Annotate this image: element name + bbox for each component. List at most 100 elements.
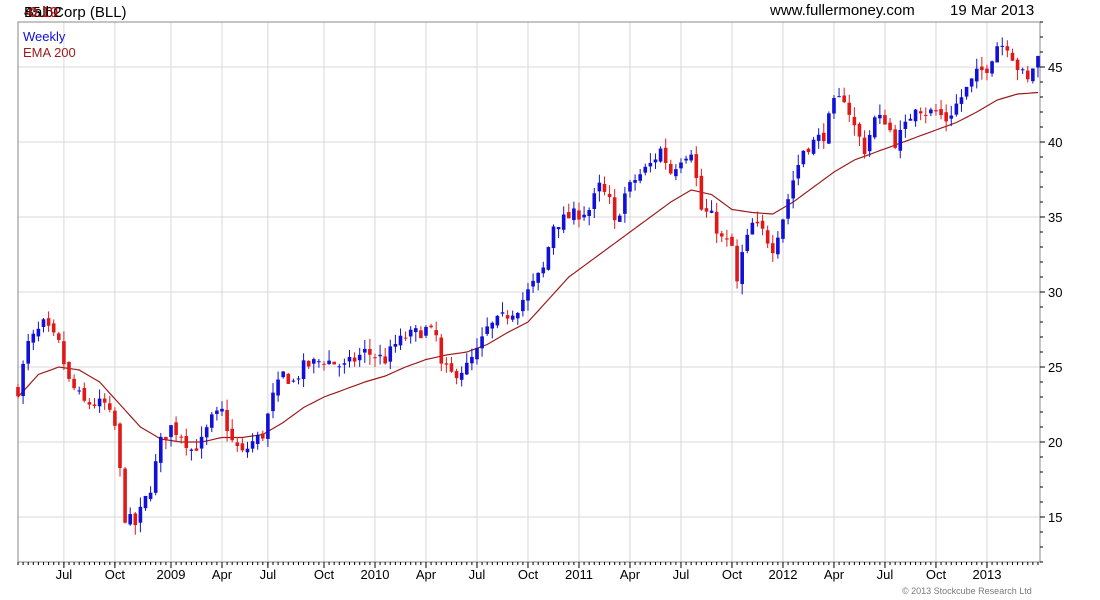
candle-body-down [454,371,459,379]
candle-body-down [439,337,444,364]
candle-body-up [500,312,505,314]
candle-body-up [954,103,959,115]
candle-body-up [908,118,913,121]
legend-entry: EMA 200 [23,45,76,60]
website-link[interactable]: www.fullermoney.com [770,2,915,19]
candle-body-up [628,182,632,192]
candle-body-up [464,362,469,375]
candle-body-up [949,115,954,119]
candle-body-down [429,325,433,328]
candle-body-up [546,247,551,270]
candle-body-up [521,299,525,312]
candle-body-down [760,220,765,229]
y-tick-label: 15 [1048,510,1062,525]
candle-body-down [113,410,117,426]
candle-body-up [1000,45,1005,47]
candle-body-up [867,134,872,152]
candle-body-up [597,182,602,192]
y-tick-label: 35 [1048,210,1062,225]
candle-body-up [138,506,143,523]
candle-body-down [373,357,377,359]
candle-body-up [551,226,556,249]
candle-body-up [357,354,362,361]
last-price: 45.62 [24,4,62,21]
candle-body-up [301,360,306,379]
y-tick-label: 30 [1048,285,1062,300]
candle-body-up [189,449,194,451]
candle-body-down [1005,46,1010,51]
candle-body-down [602,183,607,192]
candle-body-up [347,357,352,362]
candle-body-down [847,102,852,115]
candle-body-up [531,280,535,287]
candle-body-down [714,211,719,234]
candle-body-up [148,492,153,499]
candle-body-up [832,97,836,114]
candle-body-down [235,442,240,447]
candle-body-down [82,387,87,401]
candle-body-down [842,95,846,103]
candle-body-down [934,110,938,112]
candle-body-down [888,122,892,131]
candle-body-up [617,215,622,222]
candle-body-down [306,360,311,367]
candle-body-down [985,68,989,74]
candle-body-up [1036,56,1040,68]
candle-body-down [765,230,770,244]
candle-body-down [1010,52,1015,61]
candle-body-down [719,233,724,237]
candle-body-up [638,174,642,181]
candle-body-down [164,436,168,440]
candle-body-up [153,461,158,493]
candle-body-down [230,428,234,441]
candle-body-down [893,129,897,148]
candle-body-down [240,443,245,451]
candle-body-up [470,356,474,364]
candle-body-up [679,162,683,169]
candle-body-down [332,361,336,365]
candle-body-down [505,315,510,319]
candle-body-down [434,330,438,336]
candle-body-up [872,117,877,138]
candle-body-down [704,208,709,212]
candle-body-down [286,373,291,384]
candle-body-up [837,96,841,98]
candle-body-down [383,356,387,364]
candle-body-down [444,363,449,365]
candle-body-up [480,336,484,349]
y-tick-label: 20 [1048,435,1062,450]
candle-body-up [485,326,489,334]
candle-body-down [123,468,127,523]
candle-body-up [684,158,688,161]
candle-body-up [337,366,342,368]
candle-body-up [327,360,331,365]
candle-body-up [929,109,933,114]
x-tick-label: 2012 [769,567,798,582]
candle-body-up [204,427,209,438]
candle-body-down [133,513,138,526]
candle-body-down [174,422,178,435]
candle-body-up [653,159,658,163]
candle-body-up [582,214,586,218]
candle-body-up [556,227,561,230]
candle-body-up [796,165,801,179]
candle-body-up [362,348,367,353]
candle-body-down [225,409,229,432]
candle-body-up [786,199,790,219]
x-tick-label: 2013 [973,567,1002,582]
candle-body-up [648,162,653,167]
candle-body-down [755,221,760,224]
candle-body-up [128,514,132,525]
candle-body-up [199,436,204,449]
candle-body-up [959,97,964,104]
candle-body-up [97,398,102,407]
x-tick-label: Apr [212,567,233,582]
candle-body-up [878,114,882,119]
candle-body-up [827,113,831,144]
candle-body-up [77,390,81,392]
company-name: Ball Corp (BLL) [24,4,127,21]
candle-body-down [56,333,61,340]
candle-body-up [689,154,693,161]
candle-body-up [572,208,576,221]
